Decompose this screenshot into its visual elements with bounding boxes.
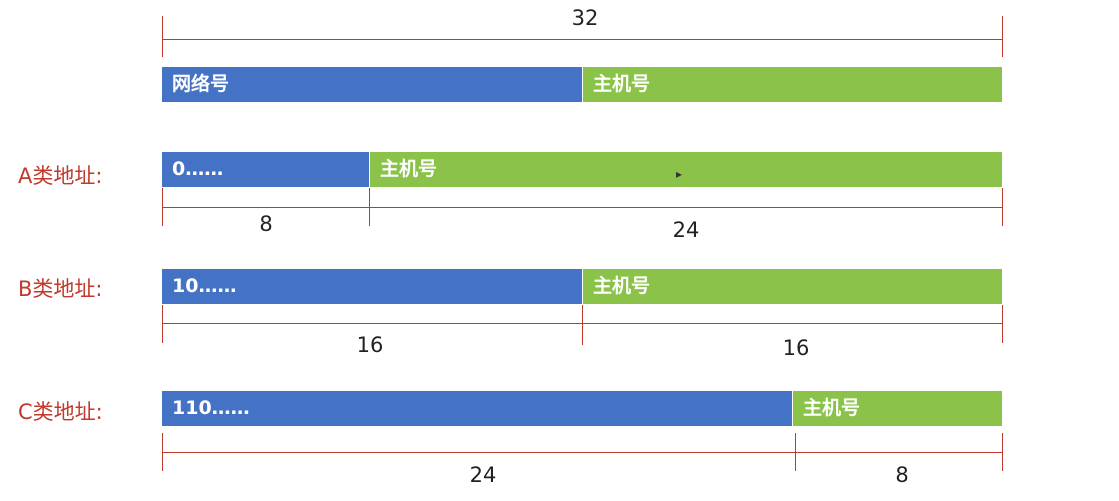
class-b-tick-right	[1002, 305, 1003, 343]
class-a-host-segment: 主机号	[369, 152, 1002, 187]
class-b-host-segment: 主机号	[582, 269, 1002, 304]
class-b-label: B类地址:	[18, 277, 103, 301]
total-dim-line	[162, 39, 1003, 40]
class-c-host-label: 主机号	[803, 397, 861, 419]
class-a-network-prefix: 0……	[172, 158, 224, 180]
total-bits-label: 32	[571, 6, 599, 30]
network-number-segment: 网络号	[162, 67, 582, 102]
class-c-host-bits: 8	[895, 463, 909, 487]
class-b-tick-mid	[582, 305, 583, 345]
class-c-label: C类地址:	[18, 400, 103, 424]
class-a-net-bits: 8	[259, 212, 273, 236]
class-b-network-prefix: 10……	[172, 275, 237, 297]
class-b-tick-left	[162, 305, 163, 343]
class-c-bar: 110…… 主机号	[162, 391, 1002, 426]
class-c-host-segment: 主机号	[792, 391, 1002, 426]
class-b-net-bits: 16	[356, 333, 384, 357]
class-a-label: A类地址:	[18, 164, 103, 188]
total-tick-left	[162, 16, 163, 57]
class-a-dim-line	[162, 207, 1003, 208]
total-tick-right	[1002, 16, 1003, 57]
class-a-network-segment: 0……	[162, 152, 369, 187]
class-b-network-segment: 10……	[162, 269, 582, 304]
class-c-network-prefix: 110……	[172, 397, 250, 419]
host-number-segment: 主机号	[582, 67, 1002, 102]
class-b-host-label: 主机号	[593, 275, 651, 297]
host-number-label: 主机号	[593, 73, 651, 95]
class-b-bar: 10…… 主机号	[162, 269, 1002, 304]
network-number-label: 网络号	[172, 73, 230, 95]
class-a-bar: 0…… 主机号	[162, 152, 1002, 187]
mouse-cursor-icon: ▸	[676, 167, 683, 181]
class-a-host-label: 主机号	[380, 158, 438, 180]
general-address-bar: 网络号 主机号	[162, 67, 1002, 102]
class-c-net-bits: 24	[469, 463, 497, 487]
class-a-host-bits: 24	[672, 218, 700, 242]
class-c-dim-line	[162, 452, 1003, 453]
class-b-host-bits: 16	[782, 336, 810, 360]
class-c-network-segment: 110……	[162, 391, 792, 426]
class-b-dim-line	[162, 323, 1003, 324]
